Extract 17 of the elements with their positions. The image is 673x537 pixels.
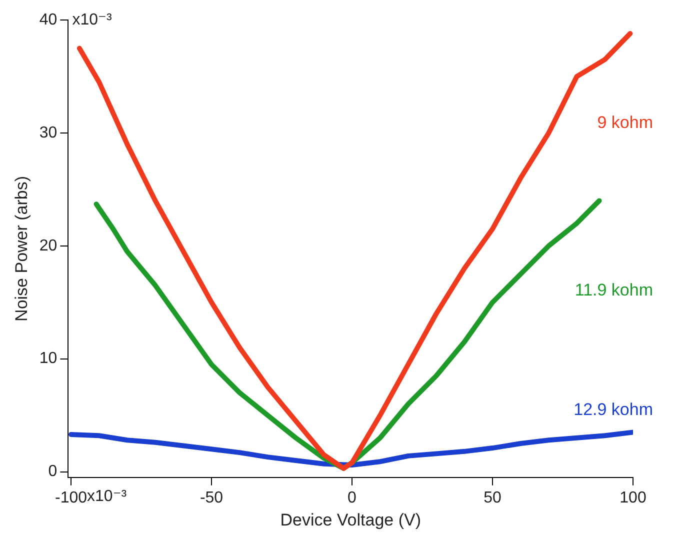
y-tick-label: 40 bbox=[39, 11, 58, 28]
y-tick-label: 0 bbox=[48, 463, 58, 480]
text: 11.9 kohm bbox=[574, 280, 653, 300]
x-tick-label: 50 bbox=[484, 489, 502, 506]
text: x10⁻³ bbox=[87, 488, 128, 505]
x-tick-label: 0 bbox=[348, 489, 357, 506]
x-tick-label: -50 bbox=[200, 489, 224, 506]
x-tick-label: -100 bbox=[54, 489, 88, 506]
series-label: 12.9 kohm bbox=[574, 400, 653, 419]
y-tick-label: 30 bbox=[39, 124, 58, 142]
annotation: x10⁻³ bbox=[72, 11, 112, 28]
x-tick-label: 100 bbox=[620, 489, 646, 506]
y-axis-title: Noise Power (arbs) bbox=[12, 176, 31, 322]
y-tick-label: 10 bbox=[39, 350, 58, 368]
x-axis-title: Device Voltage (V) bbox=[280, 510, 421, 530]
text: 9 kohm bbox=[597, 113, 653, 132]
y-tick-label: 20 bbox=[39, 237, 58, 254]
